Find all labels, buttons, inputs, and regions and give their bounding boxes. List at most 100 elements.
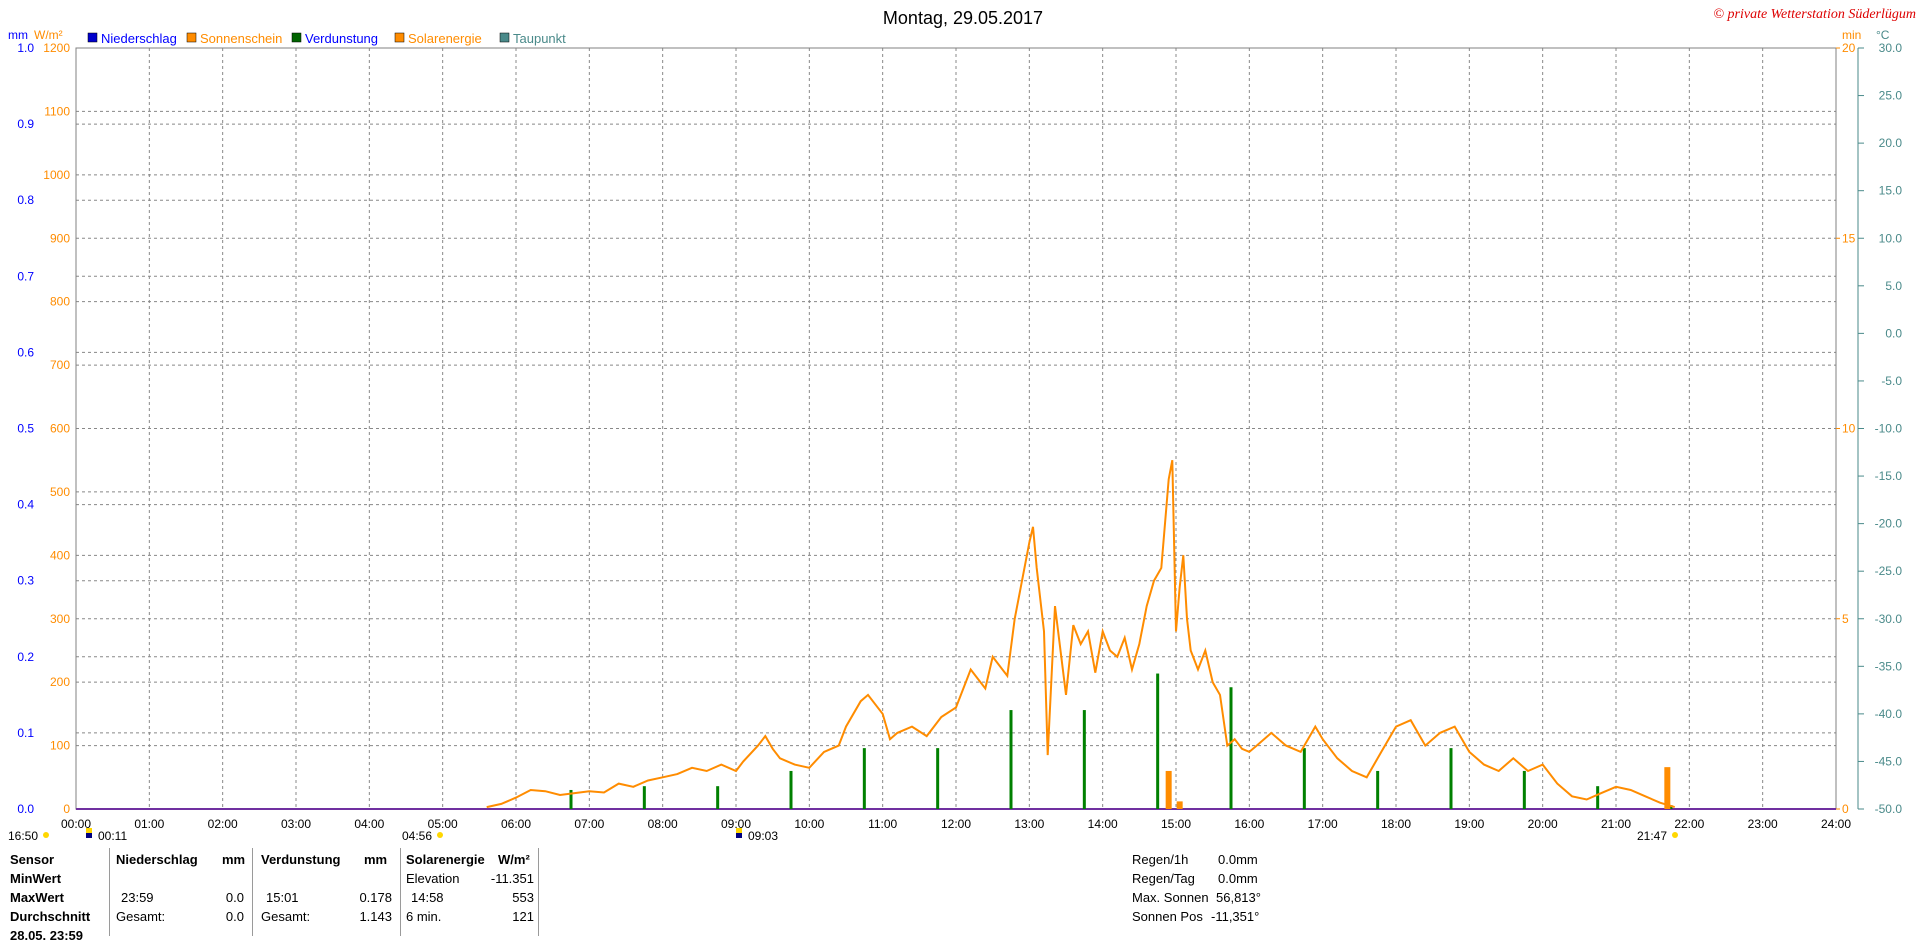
legend-label: Niederschlag [101,31,177,46]
time-marker-label: 21:47 [1637,829,1667,843]
evaporation-bar [1449,748,1453,809]
x-tick-label: 09:00 [721,817,751,831]
celsius-tick-label: -15.0 [1875,469,1903,483]
legend-label: Taupunkt [513,31,566,46]
celsius-tick-label: 30.0 [1879,41,1903,55]
celsius-tick-label: -50.0 [1875,802,1903,816]
x-tick-label: 03:00 [281,817,311,831]
min-tick-label: 20 [1842,41,1856,55]
celsius-tick-label: -25.0 [1875,564,1903,578]
sunshine-bar [1165,770,1172,809]
evap-total-value: 1.143 [359,909,392,924]
celsius-tick-label: -30.0 [1875,612,1903,626]
x-tick-label: 04:00 [354,817,384,831]
mm-tick-label: 1.0 [17,41,34,55]
solar-max-time: 14:58 [411,890,444,905]
solar-avg-value: 121 [512,909,534,924]
celsius-tick-label: -5.0 [1881,374,1902,388]
mm-tick-label: 0.0 [17,802,34,816]
x-tick-label: 14:00 [1088,817,1118,831]
time-marker-label: 00:11 [98,829,127,843]
mm-tick-label: 0.2 [17,650,34,664]
x-tick-label: 01:00 [134,817,164,831]
x-tick-label: 07:00 [574,817,604,831]
sunshine-bar [1664,767,1671,809]
sonnen-pos-value: -11,351° [1211,909,1260,924]
evaporation-bar [569,789,573,809]
copyright-label: © private Wetterstation Süderlügum [1713,7,1916,22]
mm-tick-label: 0.7 [17,269,34,283]
legend: Niederschlag Sonnenschein Verdunstung Solar… [87,31,566,46]
wm2-tick-label: 200 [50,675,70,689]
celsius-tick-label: -45.0 [1875,754,1903,768]
celsius-unit-label: °C [1876,28,1890,42]
celsius-tick-label: -35.0 [1875,659,1903,673]
min-tick-label: 5 [1842,612,1849,626]
min-unit-label: min [1842,28,1861,42]
evaporation-bar [1669,805,1673,809]
max-sonnen-label: Max. Sonnen [1132,890,1209,905]
celsius-tick-label: -20.0 [1875,517,1903,531]
sensor-header: Sensor [10,852,55,867]
wm2-tick-label: 800 [50,295,70,309]
wm2-tick-label: 500 [50,485,70,499]
mm-tick-label: 0.5 [17,422,34,436]
evaporation-bar [1376,770,1380,809]
series-lines [486,460,1675,809]
sun-icon [1672,832,1678,838]
min-tick-label: 15 [1842,231,1856,245]
grid-lines [75,47,1837,809]
sonnen-pos-label: Sonnen Pos [1132,909,1203,924]
elevation-label: Elevation [406,871,460,886]
min-tick-label: 10 [1842,422,1856,436]
time-markers: 16:50 00:11 04:56 09:03 21:47 [8,828,1678,843]
wm2-tick-label: 0 [63,802,70,816]
evap-header: Verdunstung [261,852,341,867]
evaporation-bar [936,748,940,809]
regen-1h-value: 0.0mm [1218,852,1258,867]
legend-label: Solarenergie [408,31,482,46]
x-tick-label: 17:00 [1308,817,1338,831]
rain-max-time: 23:59 [121,890,154,905]
solar-energy-line [486,460,1675,809]
x-tick-label: 15:00 [1161,817,1191,831]
celsius-tick-label: 5.0 [1885,279,1902,293]
x-tick-label: 22:00 [1674,817,1704,831]
regen-1h-label: Regen/1h [1132,852,1189,867]
tick-labels: 00:00 01:00 02:00 03:00 04:00 05:00 06:00 07:00… [17,41,1902,831]
legend-swatch [87,32,98,43]
sunshine-bar [1176,801,1183,809]
x-tick-label: 06:00 [501,817,531,831]
evaporation-bar [862,748,866,809]
x-tick-label: 16:00 [1234,817,1264,831]
mm-tick-label: 0.1 [17,726,34,740]
wm2-unit-label: W/m² [34,28,63,42]
evaporation-bar [1082,710,1086,809]
celsius-tick-label: 15.0 [1879,184,1903,198]
statistics-table: Sensor Niederschlag mm Verdunstung mm So… [0,848,1920,943]
wm2-tick-label: 300 [50,612,70,626]
legend-label: Sonnenschein [200,31,282,46]
legend-swatch [291,32,302,43]
x-tick-label: 08:00 [648,817,678,831]
wm2-tick-label: 1000 [43,168,70,182]
evap-unit-header: mm [364,852,388,867]
mm-tick-label: 0.6 [17,345,34,359]
moon-icon [86,833,92,838]
time-marker-label: 16:50 [8,829,38,843]
legend-swatch [186,32,197,43]
mm-tick-label: 0.9 [17,117,34,131]
x-tick-label: 24:00 [1821,817,1851,831]
regen-tag-value: 0.0mm [1218,871,1258,886]
elevation-value: -11.351 [490,871,534,886]
celsius-tick-label: -10.0 [1875,422,1903,436]
sun-icon [43,832,49,838]
celsius-tick-label: -40.0 [1875,707,1903,721]
evaporation-bar [1302,748,1306,809]
evaporation-bar [1009,710,1013,809]
x-tick-label: 18:00 [1381,817,1411,831]
rain-max-value: 0.0 [225,890,244,905]
evaporation-bar [642,786,646,809]
legend-swatch [394,32,405,43]
time-marker-label: 09:03 [748,829,778,843]
